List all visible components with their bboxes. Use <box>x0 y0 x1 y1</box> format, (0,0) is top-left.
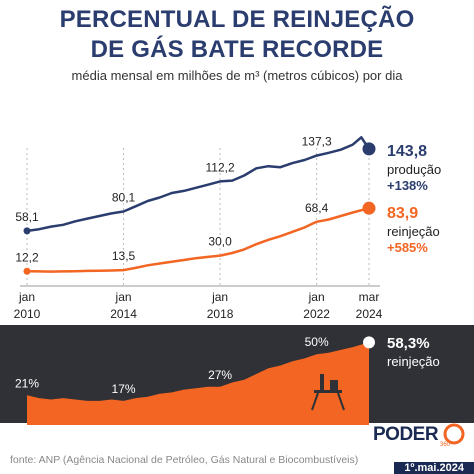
data-label-0-1: 80,1 <box>112 191 136 205</box>
platform-building-icon <box>330 380 338 390</box>
series-start-marker-0 <box>23 227 31 235</box>
x-tick-label-1: jan <box>115 290 132 304</box>
platform-leg-icon-2 <box>337 392 345 411</box>
end-change-0: +138% <box>387 178 428 193</box>
series-start-marker-1 <box>23 267 31 275</box>
data-label-1-2: 30,0 <box>208 235 232 249</box>
platform-tower-icon <box>320 374 324 390</box>
x-tick-label-4: mar <box>359 290 380 304</box>
x-tick-label-2: jan <box>211 290 228 304</box>
area-label-0: 21% <box>15 376 39 390</box>
x-tick-sublabel-1: 2014 <box>110 307 137 321</box>
area-end-marker <box>363 336 375 349</box>
x-tick-sublabel-2: 2018 <box>207 307 234 321</box>
publisher-logo-sub: 360 <box>440 442 451 448</box>
chart-title-line-2: DE GÁS BATE RECORDE <box>90 36 384 63</box>
chart-subtitle: média mensal em milhões de m³ (metros cú… <box>71 68 403 83</box>
area-end-label: reinjeção <box>387 354 440 369</box>
x-tick-label-3: jan <box>308 290 325 304</box>
series-line-producao <box>26 136 371 233</box>
series-end-marker-1 <box>362 201 376 215</box>
end-label-0: produção <box>387 162 441 177</box>
end-label-1: reinjeção <box>387 224 440 239</box>
area-label-1: 17% <box>112 382 136 396</box>
series-line-reinjecao <box>26 206 370 273</box>
x-tick-label-0: jan <box>18 290 35 304</box>
data-label-0-0: 58,1 <box>15 210 39 224</box>
date-tag: 1º.mai.2024 <box>394 462 474 474</box>
data-label-1-0: 12,2 <box>15 250 39 264</box>
area-end-value: 58,3% <box>387 335 430 352</box>
series-end-marker-0 <box>362 142 376 156</box>
source-note: fonte: ANP (Agência Nacional de Petróleo… <box>10 454 359 466</box>
x-tick-sublabel-0: 2010 <box>14 307 41 321</box>
chart-title-line-1: PERCENTUAL DE REINJEÇÃO <box>59 6 415 33</box>
end-value-0: 143,8 <box>387 143 427 160</box>
x-tick-sublabel-3: 2022 <box>303 307 330 321</box>
area-label-3: 50% <box>305 335 329 349</box>
platform-leg-icon-1 <box>311 392 319 411</box>
x-tick-sublabel-4: 2024 <box>356 307 383 321</box>
end-value-1: 83,9 <box>387 205 418 222</box>
area-label-2: 27% <box>208 368 232 382</box>
end-change-1: +585% <box>387 240 428 255</box>
platform-deck-icon <box>314 390 342 393</box>
logo-ring-icon <box>443 423 465 445</box>
data-label-0-2: 112,2 <box>206 160 235 174</box>
data-label-1-1: 13,5 <box>112 249 136 263</box>
area-fill-reinjecao-pct <box>27 342 369 425</box>
data-label-0-3: 137,3 <box>302 135 332 149</box>
publisher-logo: PODER <box>373 424 439 445</box>
data-label-1-3: 68,4 <box>305 201 329 215</box>
